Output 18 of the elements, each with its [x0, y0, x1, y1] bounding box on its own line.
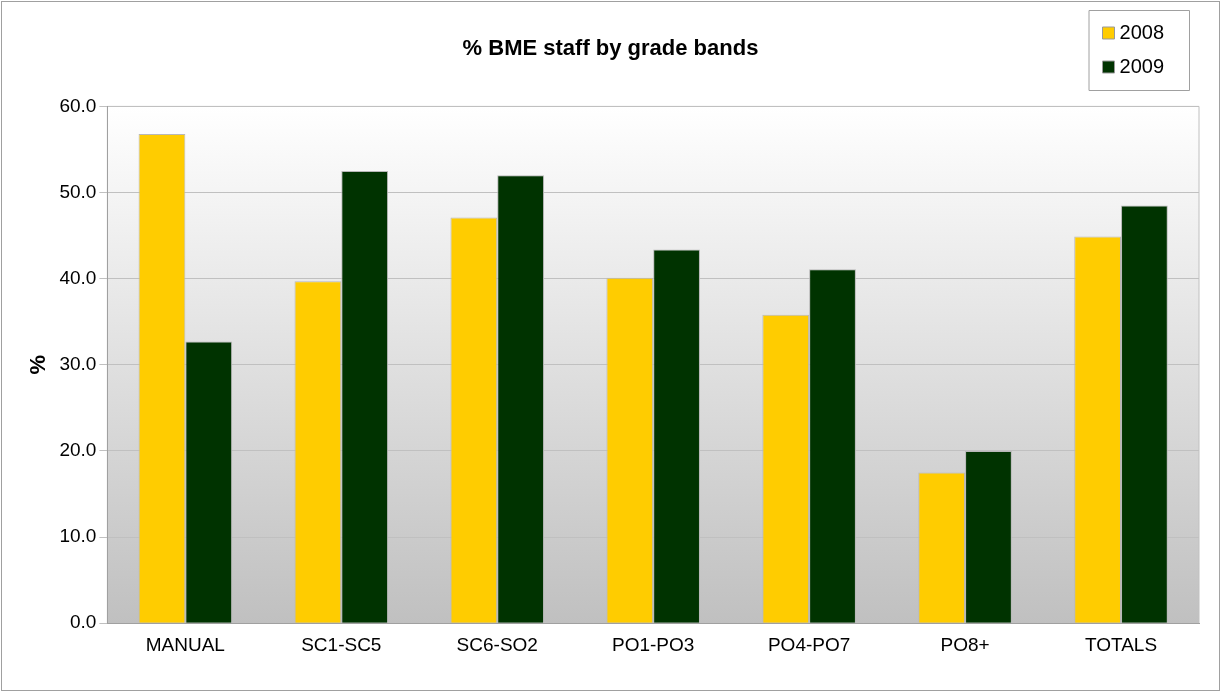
legend-label: 2008 [1119, 20, 1165, 43]
y-tick-label: 40.0 [59, 266, 97, 288]
x-tick-label: MANUAL [145, 633, 225, 655]
x-tick-label: TOTALS [1084, 633, 1158, 655]
x-tick-label: PO4-PO7 [767, 633, 851, 655]
y-tick-label: 10.0 [59, 525, 97, 547]
y-tick-label: 60.0 [59, 94, 97, 116]
y-tick-label: 20.0 [59, 439, 97, 461]
y-axis-title: % [25, 355, 51, 375]
y-tick-label: 30.0 [59, 353, 97, 375]
legend-label: 2009 [1119, 54, 1165, 77]
chart-title: % BME staff by grade bands [462, 35, 759, 61]
y-tick-label: 50.0 [59, 180, 97, 202]
x-tick-label: PO8+ [940, 633, 990, 655]
y-tick-label: 0.0 [69, 611, 97, 633]
x-tick-label: SC1-SC5 [301, 633, 382, 655]
x-tick-label: SC6-SO2 [456, 633, 538, 655]
x-tick-label: PO1-PO3 [612, 633, 695, 655]
